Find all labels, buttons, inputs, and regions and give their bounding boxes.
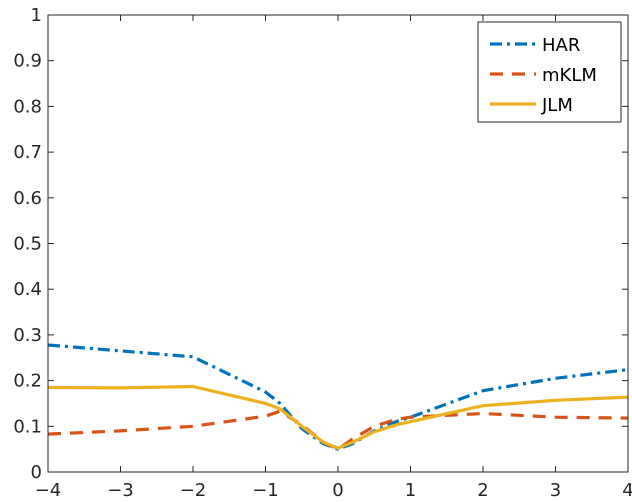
y-tick-label: 0	[31, 462, 42, 483]
plot-area	[47, 343, 629, 451]
y-tick-label: 0.6	[13, 188, 42, 209]
series-line-mklm	[47, 409, 629, 451]
y-tick-label: 0.4	[13, 279, 42, 300]
x-tick-label: −3	[107, 480, 134, 501]
y-tick-label: 0.3	[13, 325, 42, 346]
y-tick-label: 0.9	[13, 51, 42, 72]
x-tick-label: 0	[332, 480, 343, 501]
y-axis: 0 0.1 0.2 0.3 0.4 0.5 0.6 0.7 0.8 0.9 1	[13, 5, 628, 483]
x-tick-label: −1	[252, 480, 279, 501]
series-line-har	[47, 343, 629, 451]
y-tick-label: 0.7	[13, 142, 42, 163]
y-tick-label: 0.1	[13, 416, 42, 437]
x-axis: −4 −3 −2 −1 0 1 2 3 4	[35, 15, 632, 501]
y-tick-label: 1	[31, 5, 42, 26]
x-tick-label: −2	[180, 480, 207, 501]
legend: HAR mKLM JLM	[477, 21, 622, 123]
y-tick-label: 0.8	[13, 96, 42, 117]
y-tick-label: 0.2	[13, 371, 42, 392]
legend-label-mklm: mKLM	[542, 65, 597, 86]
x-tick-label: 3	[550, 480, 561, 501]
x-tick-label: 4	[622, 480, 632, 501]
x-tick-label: 1	[405, 480, 416, 501]
x-tick-label: −4	[35, 480, 62, 501]
legend-label-jlm: JLM	[541, 95, 573, 116]
legend-label-har: HAR	[542, 35, 580, 56]
series-line-jlm	[47, 384, 629, 450]
x-tick-label: 2	[477, 480, 488, 501]
y-tick-label: 0.5	[13, 234, 42, 255]
